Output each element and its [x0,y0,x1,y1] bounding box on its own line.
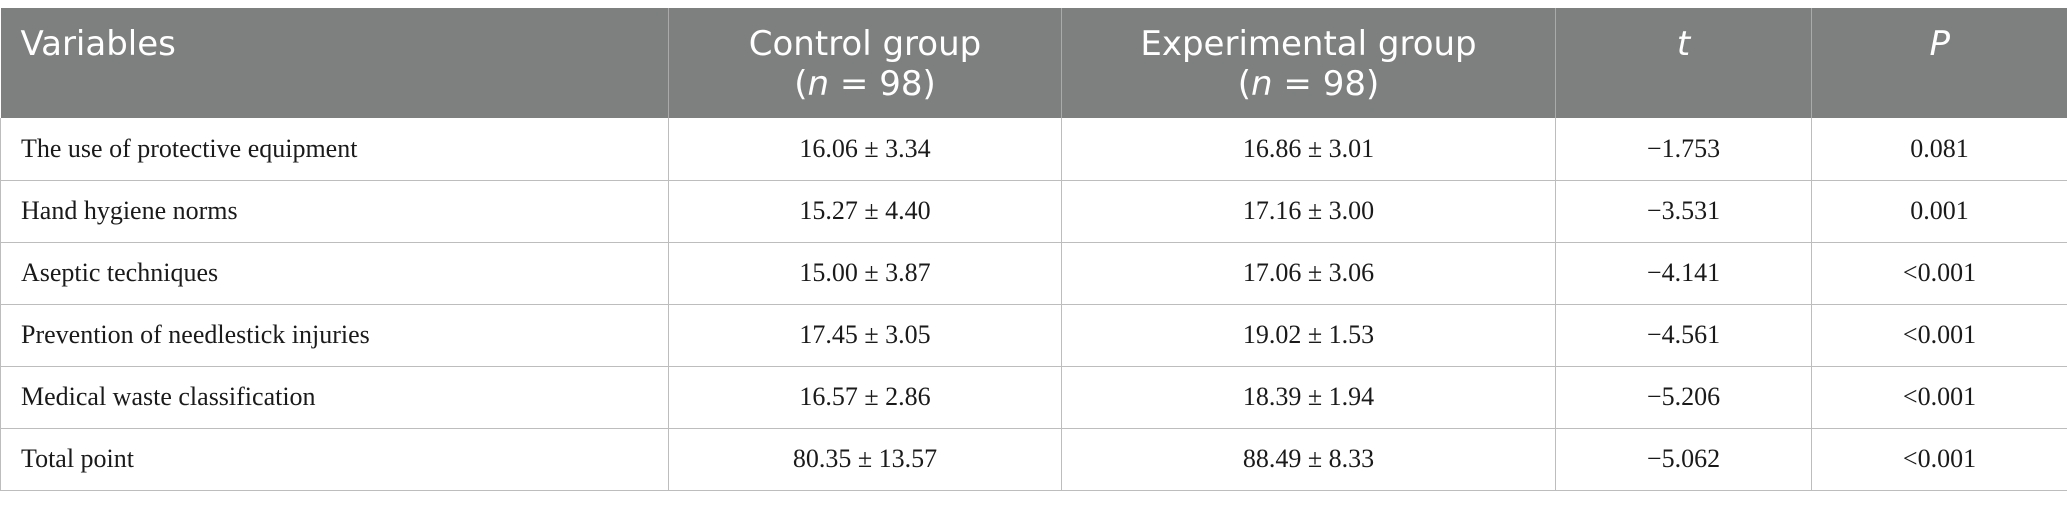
header-p: P [1811,8,2067,118]
cell-control: 16.06 ± 3.34 [668,118,1062,181]
header-experimental-group: Experimental group (n = 98) [1061,8,1556,118]
cell-experimental: 19.02 ± 1.53 [1061,304,1556,367]
cell-variable: Prevention of needlestick injuries [0,304,669,367]
cell-control: 15.27 ± 4.40 [668,180,1062,243]
header-row: Variables Control group (n = 98) Experime… [0,8,2067,118]
cell-experimental: 16.86 ± 3.01 [1061,118,1556,181]
cell-experimental: 18.39 ± 1.94 [1061,366,1556,429]
cell-t: −1.753 [1555,118,1812,181]
cell-experimental: 17.16 ± 3.00 [1061,180,1556,243]
table-body: The use of protective equipment 16.06 ± … [0,118,2067,491]
cell-t: −5.062 [1555,428,1812,491]
cell-p: <0.001 [1811,242,2067,305]
header-experimental-n-value: = 98 [1272,64,1366,104]
header-experimental-n-symbol: n [1251,64,1273,104]
results-table: Variables Control group (n = 98) Experime… [0,8,2067,491]
cell-variable: Medical waste classification [0,366,669,429]
cell-variable: Aseptic techniques [0,242,669,305]
cell-experimental: 17.06 ± 3.06 [1061,242,1556,305]
cell-control: 16.57 ± 2.86 [668,366,1062,429]
header-variables: Variables [0,8,669,118]
table-row: The use of protective equipment 16.06 ± … [0,118,2067,181]
table-row: Hand hygiene norms 15.27 ± 4.40 17.16 ± … [0,180,2067,243]
cell-p: <0.001 [1811,304,2067,367]
cell-control: 80.35 ± 13.57 [668,428,1062,491]
cell-t: −3.531 [1555,180,1812,243]
header-p-label: P [1929,24,1950,64]
cell-t: −5.206 [1555,366,1812,429]
header-experimental-label: Experimental group [1140,24,1477,64]
cell-t: −4.141 [1555,242,1812,305]
results-table-container: Variables Control group (n = 98) Experime… [0,8,2067,491]
header-t-label: t [1676,24,1691,64]
cell-control: 15.00 ± 3.87 [668,242,1062,305]
header-control-label: Control group [748,24,982,64]
table-row: Aseptic techniques 15.00 ± 3.87 17.06 ± … [0,242,2067,305]
cell-t: −4.561 [1555,304,1812,367]
table-row: Medical waste classification 16.57 ± 2.8… [0,366,2067,429]
table-row: Prevention of needlestick injuries 17.45… [0,304,2067,367]
header-control-group: Control group (n = 98) [668,8,1062,118]
header-control-n-value: = 98 [829,64,923,104]
cell-p: 0.001 [1811,180,2067,243]
header-t: t [1555,8,1812,118]
cell-p: 0.081 [1811,118,2067,181]
cell-p: <0.001 [1811,366,2067,429]
header-control-n-symbol: n [807,64,830,104]
cell-variable: Total point [0,428,669,491]
cell-variable: The use of protective equipment [0,118,669,181]
cell-experimental: 88.49 ± 8.33 [1061,428,1556,491]
header-variables-label: Variables [20,24,176,64]
table-row: Total point 80.35 ± 13.57 88.49 ± 8.33 −… [0,428,2067,491]
cell-p: <0.001 [1811,428,2067,491]
cell-variable: Hand hygiene norms [0,180,669,243]
table-header: Variables Control group (n = 98) Experime… [0,8,2067,118]
cell-control: 17.45 ± 3.05 [668,304,1062,367]
